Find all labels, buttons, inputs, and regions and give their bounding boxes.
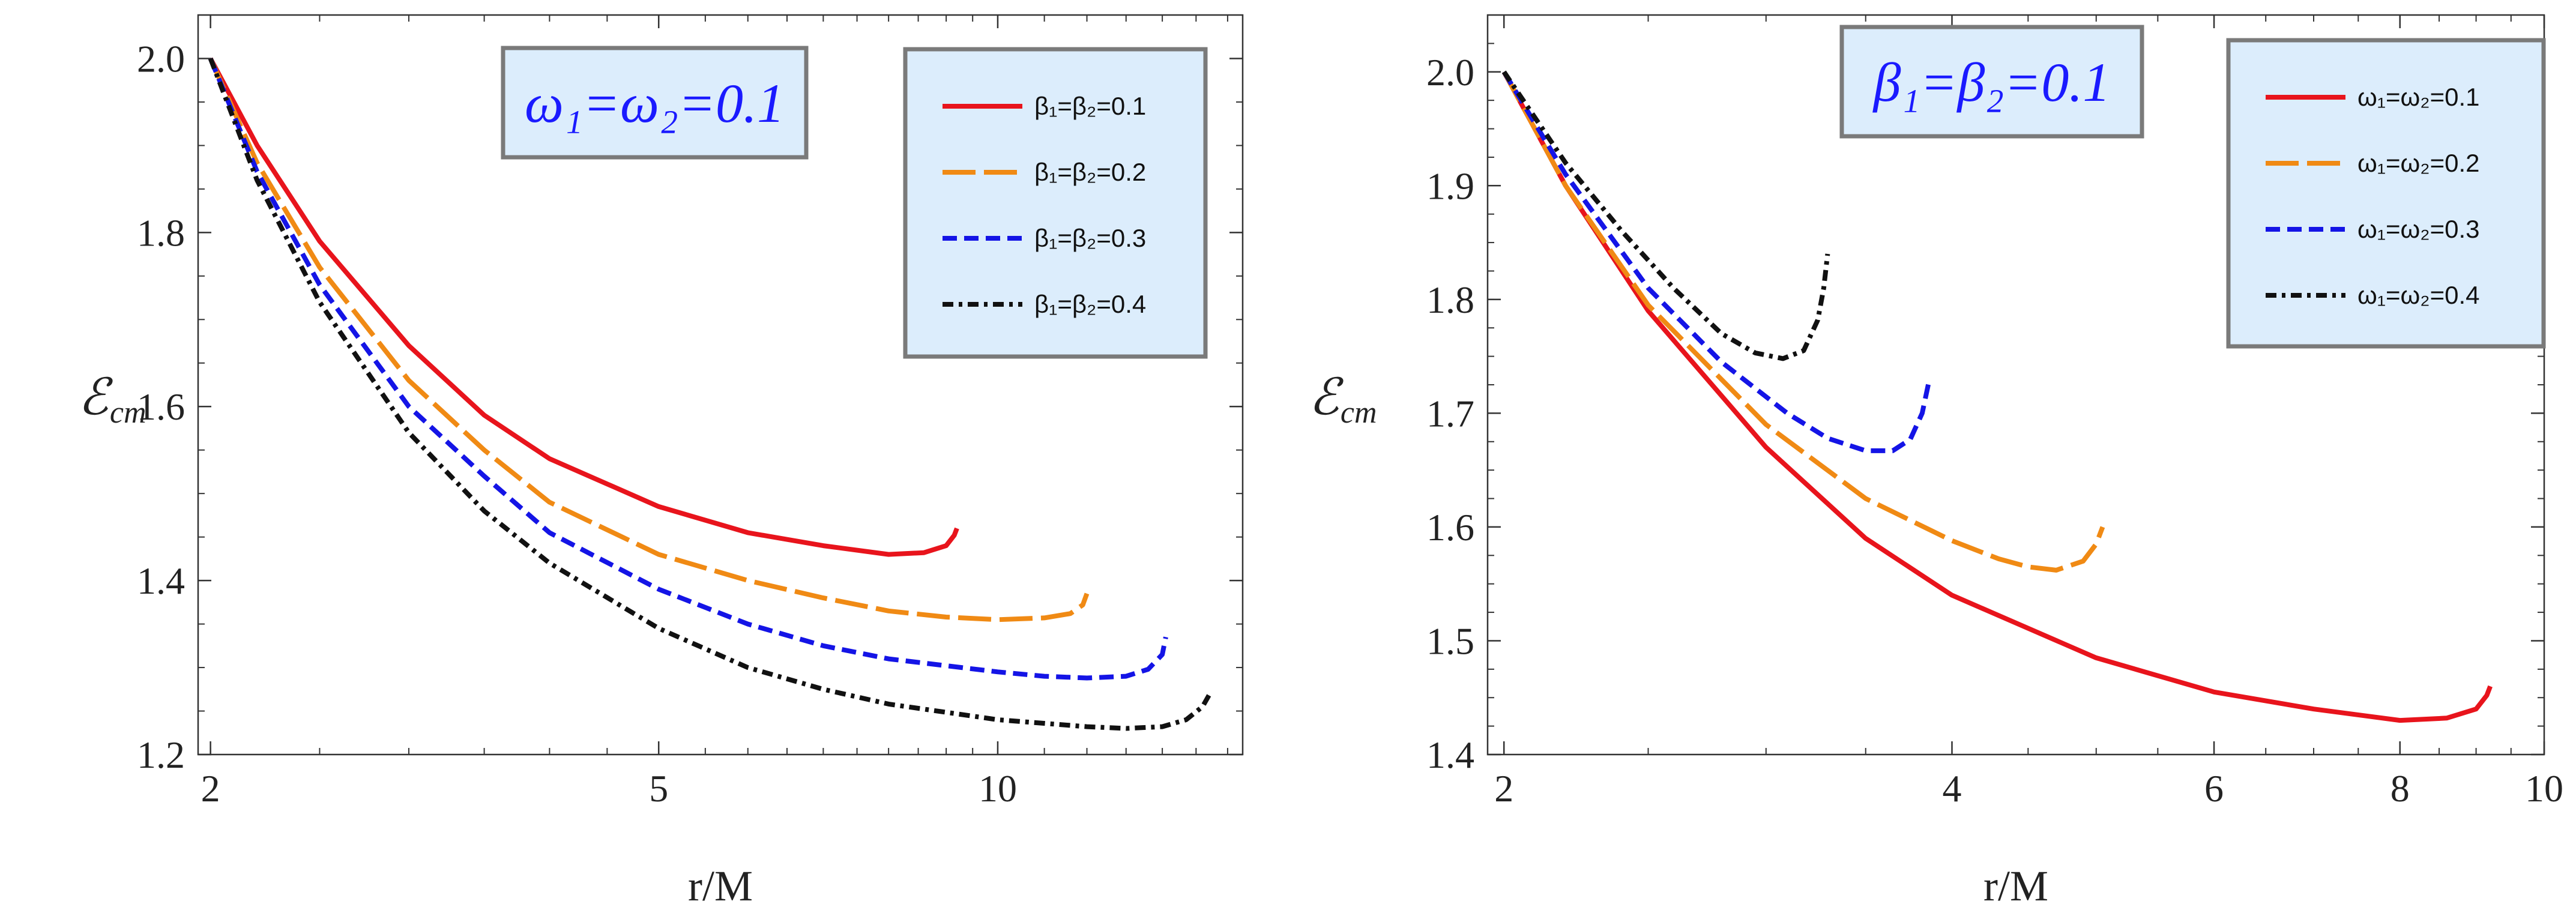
chart1-series-4-line [208,58,1211,731]
chart1-ytick-label: 1.6 [137,385,185,428]
chart2-xtick-label: 6 [2204,767,2224,810]
chart2-series-3-line [1501,70,1932,453]
chart1-ytick-label: 1.4 [137,559,185,602]
chart2-annotation-text: β₁=β₂=0.1 [1872,52,2111,113]
chart1-series-3-line [208,57,1168,681]
chart2-xtick-label: 8 [2390,767,2410,810]
chart1-ytick-label: 1.2 [137,734,185,776]
chart2-xlabel: r/M [1983,862,2048,910]
chart1-legend-label-3: β₁=β₂=0.3 [1034,224,1146,252]
chart1-ylabel-sub: cm [110,396,146,430]
chart2-ytick-label: 1.5 [1426,619,1474,662]
chart2-ytick-label: 1.4 [1426,734,1474,776]
chart2-series-2-line [1501,70,2105,573]
chart1-xtick-label: 10 [979,767,1017,810]
chart2-series-4-line [1501,70,1830,361]
chart2-panel: 1.41.51.61.71.81.92.02 4 6 8 10r/Mℰcmβ₁=β₂=0… [1309,14,2563,910]
chart2-legend-label-4: ω₁=ω₂=0.4 [2357,281,2480,309]
chart1-series-1-line [208,57,959,557]
chart1-ytick-label: 2.0 [137,37,185,80]
chart2-ytick-label: 1.9 [1426,164,1474,207]
chart1-legend-box [903,47,1208,359]
chart1-plot-frame [197,14,1244,756]
chart1-legend-label-4: β₁=β₂=0.4 [1034,290,1146,318]
chart2-ytick-label: 1.6 [1426,506,1474,549]
chart2-legend-box [2226,38,2546,349]
chart2-legend-label-2: ω₁=ω₂=0.2 [2357,149,2480,177]
chart1-legend-label-1: β₁=β₂=0.1 [1034,92,1146,120]
chart1-xtick-label: 2 [201,767,220,810]
chart2-ytick-label: 1.7 [1426,392,1474,435]
chart2-annotation-box [1839,25,2144,139]
chart2-legend-label-1: ω₁=ω₂=0.1 [2357,83,2480,111]
chart1-legend-label-2: β₁=β₂=0.2 [1034,158,1146,186]
chart2-xtick-label: 2 [1494,767,1513,810]
chart1-annotation-box [501,46,809,160]
chart2-series-1-line [1501,70,2493,723]
chart2-ytick-label: 1.8 [1426,279,1474,321]
chart2-ylabel-sub: cm [1341,396,1377,430]
chart1-annotation-text: ω₁=ω₂=0.1 [525,73,785,134]
chart2-ytick-label: 2.0 [1426,51,1474,94]
chart1-xtick-label: 5 [649,767,668,810]
chart2-xtick-label: 4 [1943,767,1962,810]
chart2-xtick-label: 10 [2525,767,2563,810]
chart1-series-2-line [208,57,1090,622]
chart1-xlabel: r/M [688,862,753,910]
chart2-legend-label-3: ω₁=ω₂=0.3 [2357,215,2480,243]
chart1-ytick-label: 1.8 [137,211,185,254]
